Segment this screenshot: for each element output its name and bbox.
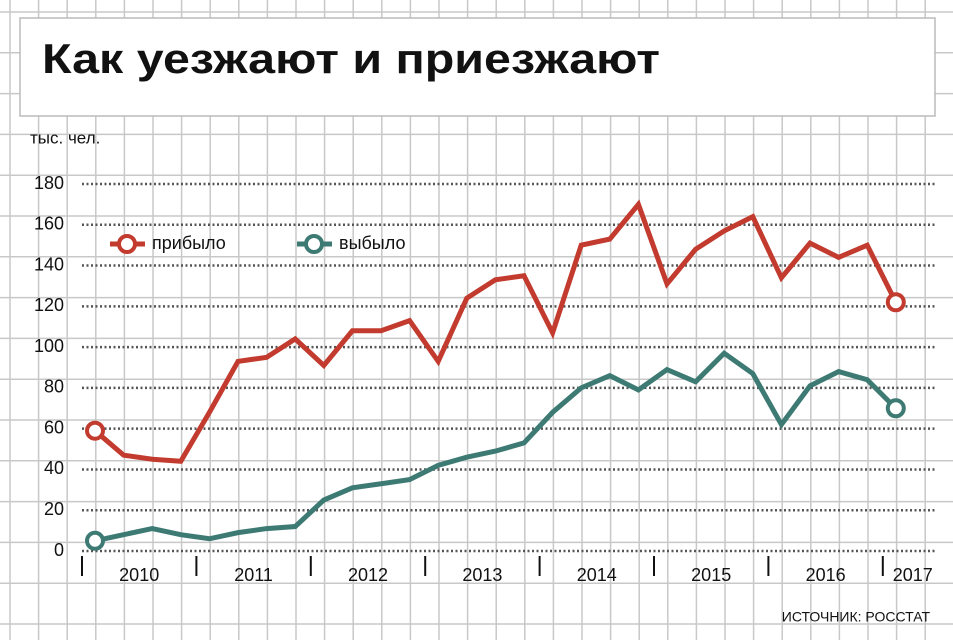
source: ИСТОЧНИК: РОССТАТ bbox=[782, 609, 931, 625]
y-tick-label: 40 bbox=[44, 458, 64, 478]
x-tick-label: 2010 bbox=[119, 565, 159, 585]
y-tick-label: 160 bbox=[34, 214, 64, 234]
series-line bbox=[93, 199, 899, 464]
y-tick-label: 0 bbox=[54, 540, 64, 560]
x-tick-label: 2014 bbox=[577, 565, 617, 585]
chart-title: Как уезжают и приезжают bbox=[42, 35, 660, 82]
legend-label: выбыло bbox=[339, 233, 405, 253]
x-tick-label: 2013 bbox=[462, 565, 502, 585]
y-tick-label: 80 bbox=[44, 377, 64, 397]
series-line bbox=[94, 349, 898, 544]
end-marker bbox=[85, 420, 105, 441]
x-tick-label: 2012 bbox=[348, 565, 388, 585]
y-tick-label: 140 bbox=[34, 254, 64, 274]
y-tick-label: 20 bbox=[44, 499, 64, 519]
x-tick-label: 2016 bbox=[806, 565, 846, 585]
end-marker bbox=[885, 292, 906, 313]
x-tick-label: 2015 bbox=[691, 565, 731, 585]
y-tick-label: 100 bbox=[34, 336, 64, 356]
x-tick-label: 2017 bbox=[893, 565, 933, 585]
end-marker bbox=[885, 398, 906, 419]
x-tick-label: 2011 bbox=[234, 565, 273, 585]
y-tick-label: 60 bbox=[44, 417, 64, 437]
title-box bbox=[19, 17, 936, 117]
legend-marker bbox=[304, 234, 324, 254]
legend-marker bbox=[117, 234, 137, 254]
y-tick-label: 120 bbox=[34, 295, 64, 315]
end-marker bbox=[85, 530, 105, 551]
legend-label: прибыло bbox=[152, 233, 226, 253]
unit-label: тыс. чел. bbox=[30, 128, 100, 147]
y-tick-label: 180 bbox=[34, 173, 64, 193]
